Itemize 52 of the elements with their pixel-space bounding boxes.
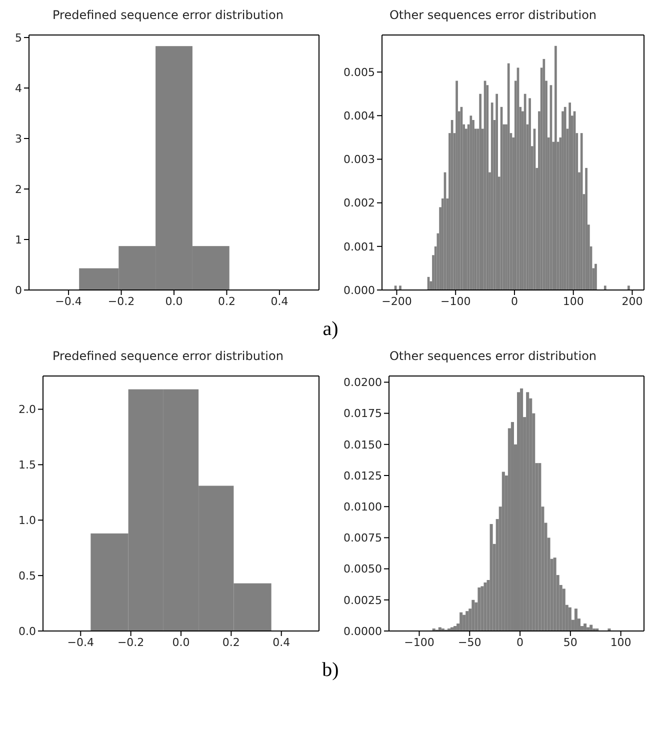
y-tick-label: 0.0100 xyxy=(344,500,382,514)
y-tick-label: 0.002 xyxy=(344,196,375,210)
y-tick-label: 0.005 xyxy=(344,66,375,79)
y-tick-label: 0 xyxy=(15,284,22,297)
y-tick-label: 3 xyxy=(15,132,22,146)
chart-title: Predefined sequence error distribution xyxy=(52,349,284,365)
y-tick-label: 0.0025 xyxy=(344,594,382,607)
chart-title: Other sequences error distribution xyxy=(388,8,598,24)
y-tick-label: 0.001 xyxy=(344,240,375,254)
x-tick-label: 0.0 xyxy=(172,636,190,649)
x-tick-label: 0 xyxy=(516,636,524,649)
x-tick-label: −50 xyxy=(458,636,482,649)
chart-title: Other sequences error distribution xyxy=(388,349,598,365)
x-tick-label: −0.4 xyxy=(67,636,94,649)
x-tick-label: −100 xyxy=(404,636,434,649)
x-tick-label: 0 xyxy=(510,294,518,308)
x-tick-label: 0.4 xyxy=(272,636,290,649)
x-tick-label: −0.2 xyxy=(117,636,144,649)
text: a) xyxy=(322,318,340,341)
y-tick-label: 0.0175 xyxy=(344,407,382,420)
y-tick-label: 2.0 xyxy=(18,403,36,416)
y-tick-label: 0.0050 xyxy=(344,562,382,576)
x-tick-label: −0.4 xyxy=(55,294,82,308)
x-tick-label: 50 xyxy=(563,636,578,649)
x-tick-label: 0.2 xyxy=(218,294,236,308)
y-tick-label: 0.0 xyxy=(18,624,36,638)
y-tick-label: 0.003 xyxy=(344,153,375,166)
x-tick-label: −100 xyxy=(440,294,471,308)
y-tick-label: 0.0125 xyxy=(344,469,382,482)
x-tick-label: −0.2 xyxy=(108,294,135,308)
x-tick-label: 0.0 xyxy=(165,294,183,308)
x-tick-label: 0.4 xyxy=(270,294,288,308)
y-tick-label: 5 xyxy=(15,31,22,44)
y-tick-label: 0.0000 xyxy=(344,624,382,638)
y-tick-label: 1.0 xyxy=(18,514,36,528)
chart-title: Predefined sequence error distribution xyxy=(52,8,284,24)
x-tick-label: 0.2 xyxy=(222,636,240,649)
y-tick-label: 0.0200 xyxy=(344,376,382,390)
y-tick-label: 0.000 xyxy=(344,284,375,297)
x-tick-label: 100 xyxy=(562,294,584,308)
x-tick-label: −200 xyxy=(382,294,412,308)
text: b) xyxy=(321,659,340,682)
y-tick-label: 4 xyxy=(15,82,22,95)
y-tick-label: 0.0150 xyxy=(344,438,382,452)
y-tick-label: 0.004 xyxy=(344,110,375,123)
y-tick-label: 2 xyxy=(15,182,22,196)
y-tick-label: 0.0075 xyxy=(344,532,382,545)
y-tick-label: 0.5 xyxy=(18,569,36,582)
y-tick-label: 1.5 xyxy=(18,458,36,472)
y-tick-label: 1 xyxy=(15,233,22,246)
x-tick-label: 100 xyxy=(610,636,632,649)
x-tick-label: 200 xyxy=(622,294,643,308)
